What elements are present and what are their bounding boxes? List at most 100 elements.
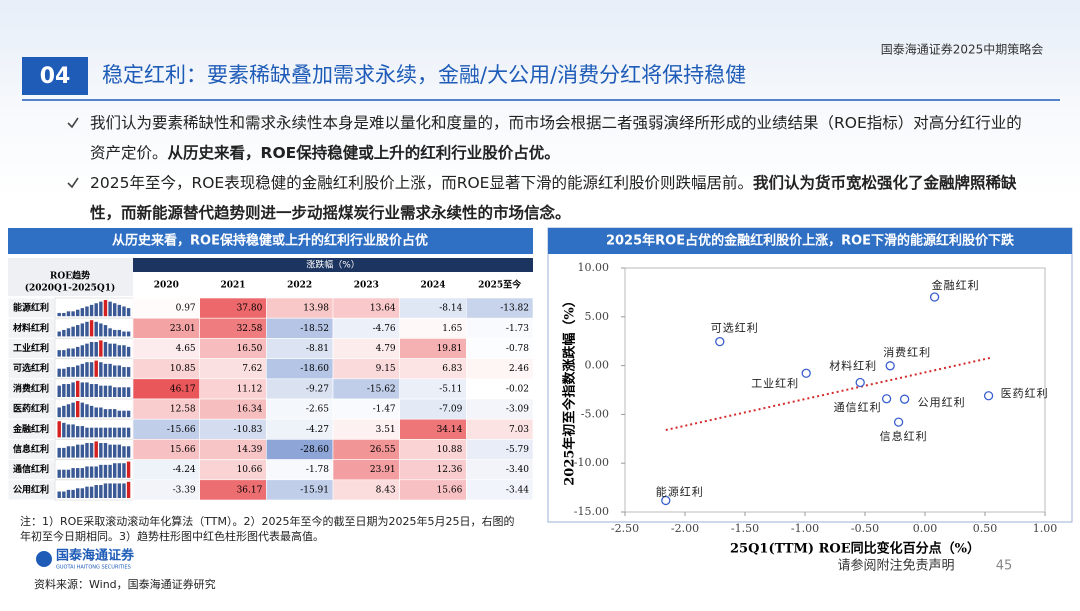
cell-value: -1.78: [306, 465, 329, 475]
sparkline-bar: [66, 404, 71, 418]
sparkline-bar: [85, 486, 89, 498]
sparkline-bar: [94, 360, 98, 377]
y-tick-label: 0.00: [585, 359, 610, 372]
y-tick-label: -5.00: [581, 407, 609, 420]
trendline: [665, 357, 991, 431]
point-label: 可选红利: [711, 322, 759, 335]
sparkline-bar: [57, 312, 61, 317]
sparkline-bar: [94, 441, 98, 458]
sparkline-bar: [122, 410, 126, 418]
sparkline-bar: [57, 447, 61, 458]
sparkline-bar: [71, 489, 75, 498]
sparkline-bar: [85, 362, 89, 377]
sparkline-bar: [108, 363, 112, 377]
cell-value: 2.46: [509, 364, 529, 374]
sparkline-bar: [80, 488, 85, 498]
sparkline-bar: [103, 409, 108, 418]
sparkline-bar: [108, 464, 112, 478]
sparkline-bar: [126, 461, 131, 478]
sparkline-bar: [89, 362, 94, 377]
sparkline-bar: [113, 463, 117, 478]
sparkline-bar: [94, 427, 98, 438]
sparkline-bar: [66, 489, 71, 498]
point: [929, 292, 940, 302]
column-header: 2020: [154, 281, 179, 291]
sparkline-bar: [94, 466, 98, 478]
point: [881, 394, 892, 404]
cell-value: 1.65: [442, 324, 462, 334]
sparkline-bg: [54, 297, 134, 319]
sparkline-bar: [89, 342, 94, 357]
bullet-bold: 从历史来看，ROE保持稳健或上升的红利行业股价占优。: [167, 144, 560, 162]
point-label: 金融红利: [932, 278, 980, 292]
page-number: 45: [996, 559, 1013, 574]
cell-value: 34.14: [437, 425, 463, 435]
sparkline-bar: [99, 407, 103, 418]
sparkline-bar: [57, 469, 61, 478]
sparkline-bar: [122, 387, 126, 397]
sparkline-bar: [113, 427, 117, 438]
sparkline-bar: [62, 447, 66, 458]
cell-value: 26.55: [370, 445, 396, 455]
sparkline-bar: [89, 405, 94, 418]
point: [983, 391, 994, 401]
sparkline-bar: [108, 409, 112, 418]
column-header: 2024: [420, 281, 445, 291]
sparkline-bar: [103, 342, 108, 357]
sparkline-bar: [122, 331, 126, 337]
sparkline-bar: [113, 365, 117, 377]
sparkline-bar: [126, 367, 131, 377]
sparkline-bar: [122, 427, 126, 438]
sparkline-bar: [122, 306, 126, 317]
sparkline-bar: [126, 427, 131, 438]
sparkline-bar: [57, 407, 61, 418]
row-label: 通信红利: [13, 463, 49, 475]
sparkline-bar: [76, 468, 80, 478]
cell-value: -28.60: [300, 445, 329, 455]
sparkline-bar: [80, 308, 85, 317]
sparkline-bar: [117, 427, 122, 438]
cell-value: -3.40: [506, 465, 529, 475]
sparkline-bar: [103, 325, 108, 337]
cell-value: -8.14: [439, 304, 462, 314]
sparkline-bar: [71, 348, 75, 357]
cell-value: 36.17: [237, 485, 263, 495]
group-header: 涨跌幅（%）: [306, 259, 360, 271]
group-header-bg: [133, 258, 533, 272]
sparkline-bar: [122, 345, 126, 357]
sparkline-bar: [71, 468, 75, 478]
cell-value: -1.47: [373, 405, 396, 415]
source: 资料来源：Wind，国泰海通证券研究: [34, 578, 216, 591]
cell-value: -15.91: [300, 485, 329, 495]
sparkline-bar: [71, 382, 75, 397]
cell-value: -9.27: [306, 384, 329, 394]
cell-value: 15.66: [437, 485, 463, 495]
check-icon: [67, 117, 79, 129]
table-title-bar: [8, 228, 533, 254]
cell-value: 10.85: [170, 364, 196, 374]
sparkline-bar: [85, 404, 89, 418]
footnote: 注：1）ROE采取滚动滚动年化算法（TTM）。2）2025年至今的截至日期为20…: [20, 515, 515, 543]
row-label: 医药红利: [13, 403, 49, 415]
point-label: 通信红利: [834, 401, 882, 414]
sparkline-bar: [126, 346, 131, 357]
cell-value: -7.09: [439, 405, 462, 415]
sparkline-bar: [94, 384, 98, 397]
sparkline-bg: [54, 378, 134, 400]
column-header: 2025至今: [478, 279, 522, 291]
sparkline-bar: [76, 380, 80, 397]
column-header: 2021: [220, 281, 245, 291]
sparkline-bar: [99, 362, 103, 377]
sparkline-bar: [80, 402, 85, 418]
sparkline-bar: [80, 468, 85, 478]
x-tick-label: -2.00: [671, 522, 699, 535]
sparkline-bar: [66, 311, 71, 317]
sparkline-bar: [71, 446, 75, 458]
cell-value: 13.98: [303, 304, 329, 314]
sparkline-bar: [80, 426, 85, 438]
sparkline-bar: [66, 384, 71, 397]
table-panel: 从历史来看，ROE保持稳健或上升的红利行业股价占优 涨跌幅（%） ROE趋势 (…: [7, 228, 534, 501]
cell-value: 6.83: [442, 364, 462, 374]
y-tick-label: 5.00: [585, 310, 610, 323]
